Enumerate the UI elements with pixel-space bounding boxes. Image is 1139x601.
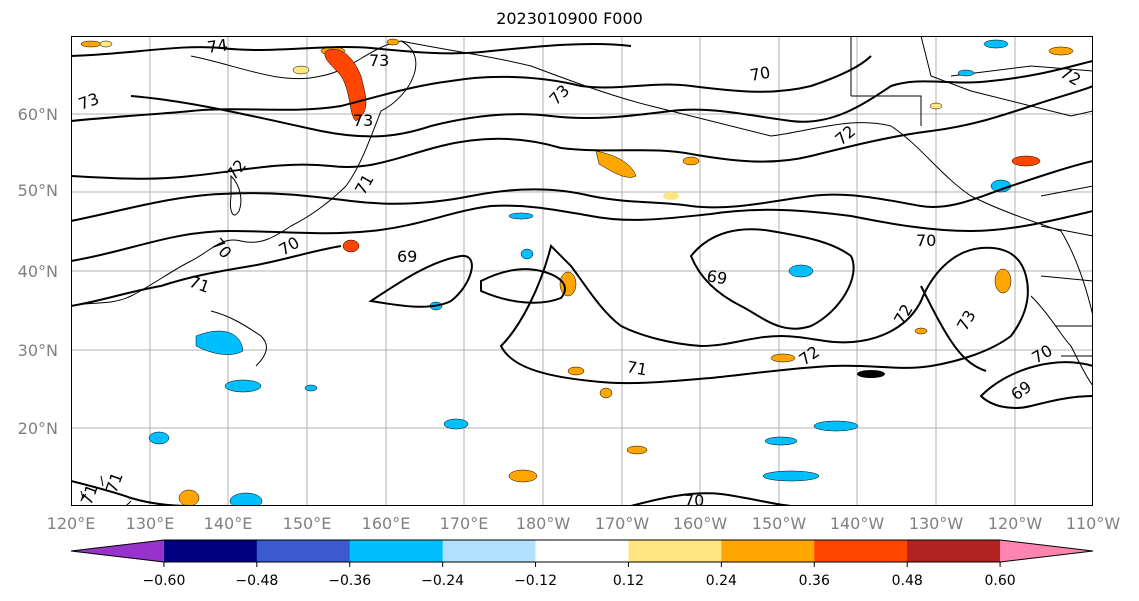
contour-label: 70 bbox=[748, 63, 771, 85]
colorbar-tick-label: −0.48 bbox=[235, 573, 279, 589]
colorbar-segment bbox=[535, 540, 629, 562]
contour-label: 69 bbox=[705, 266, 728, 288]
lat-label-40n: 40°N bbox=[17, 262, 58, 281]
lon-label-170e: 170°E bbox=[439, 514, 489, 533]
contour-label: 73 bbox=[353, 111, 373, 130]
map-title: 2023010900 F000 bbox=[496, 9, 643, 28]
lon-label-150w: 150°W bbox=[751, 514, 807, 533]
lon-label-120w: 120°W bbox=[987, 514, 1043, 533]
lat-label-60n: 60°N bbox=[17, 105, 58, 124]
lon-label-120e: 120°E bbox=[46, 514, 96, 533]
colorbar-segment bbox=[256, 540, 351, 562]
colorbar-tick-label: 0.24 bbox=[705, 573, 737, 589]
colorbar-tick-label: 0.12 bbox=[612, 573, 645, 589]
colorbar-segment bbox=[349, 540, 444, 562]
contour-label: 73 bbox=[369, 51, 389, 70]
colorbar-tick-label: 0.60 bbox=[984, 573, 1016, 589]
colorbar-segment bbox=[814, 540, 908, 562]
contour-label: 70 bbox=[916, 231, 936, 250]
contour-label: 71 bbox=[625, 357, 648, 379]
colorbar-segment bbox=[163, 540, 258, 562]
lon-label-150e: 150°E bbox=[282, 514, 332, 533]
anomaly-shading bbox=[80, 38, 1074, 506]
height-contours bbox=[71, 42, 1093, 506]
colorbar-tick-label: 0.36 bbox=[798, 573, 830, 589]
lat-label-30n: 30°N bbox=[17, 341, 58, 360]
colorbar-segment bbox=[71, 540, 164, 562]
colorbar-tick-label: −0.60 bbox=[142, 573, 186, 589]
coastlines bbox=[71, 36, 1093, 506]
contour-label: 69 bbox=[397, 247, 417, 266]
contour-label: 74 bbox=[206, 36, 229, 57]
colorbar-tick-label: −0.36 bbox=[328, 573, 372, 589]
lat-label-20n: 20°N bbox=[17, 419, 58, 438]
lon-label-160w: 160°W bbox=[672, 514, 728, 533]
colorbar-tick-label: −0.12 bbox=[514, 573, 557, 589]
lon-label-160e: 160°E bbox=[361, 514, 411, 533]
lon-label-140e: 140°E bbox=[203, 514, 253, 533]
lon-label-130e: 130°E bbox=[125, 514, 175, 533]
colorbar-segment bbox=[907, 540, 1001, 562]
lon-label-130w: 130°W bbox=[908, 514, 964, 533]
colorbar-segment bbox=[721, 540, 815, 562]
colorbar-segment bbox=[628, 540, 722, 562]
colorbar-segment bbox=[442, 540, 537, 562]
colorbar-tick-label: 0.48 bbox=[891, 573, 923, 589]
colorbar-outline bbox=[70, 539, 1094, 563]
map-panel: 74 73 73 73 73 70 72 72 71 72 70 70 69 7… bbox=[71, 36, 1093, 506]
contour-label: 70 bbox=[684, 491, 704, 506]
lat-label-50n: 50°N bbox=[17, 181, 58, 200]
colorbar-tick-label: −0.24 bbox=[421, 573, 465, 589]
lon-label-110w: 110°W bbox=[1065, 514, 1121, 533]
lon-label-180w: 180°W bbox=[515, 514, 571, 533]
lon-label-170w: 170°W bbox=[594, 514, 650, 533]
colorbar-segment bbox=[1000, 540, 1093, 562]
lon-label-140w: 140°W bbox=[829, 514, 885, 533]
